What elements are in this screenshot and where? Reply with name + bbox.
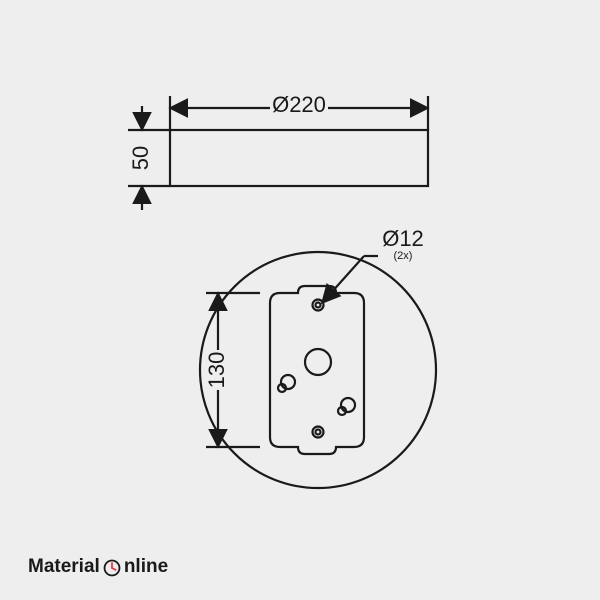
hole-callout-label: Ø12 [382, 226, 424, 251]
keyhole-slot-b [338, 398, 355, 415]
top-screw-hole [313, 300, 324, 311]
width-dim-label: Ø220 [272, 92, 326, 117]
height-dim-label: 50 [128, 146, 153, 170]
watermark-text-a: Material [28, 556, 100, 578]
drawing-canvas: Ø220 50 130 Ø12 (2x) Material nline [0, 0, 600, 600]
drawing-svg: Ø220 50 130 Ø12 (2x) [0, 0, 600, 600]
watermark-text-b: nline [124, 556, 168, 578]
bottom-screw-hole [313, 427, 324, 438]
clock-icon [103, 559, 121, 577]
bracket-height-label: 130 [204, 352, 229, 389]
center-hole [305, 349, 331, 375]
hole-callout-sub: (2x) [394, 250, 413, 262]
top-rect [170, 130, 428, 186]
keyhole-slot-a [278, 375, 295, 392]
watermark: Material nline [28, 556, 168, 578]
bottom-circle [200, 252, 436, 488]
